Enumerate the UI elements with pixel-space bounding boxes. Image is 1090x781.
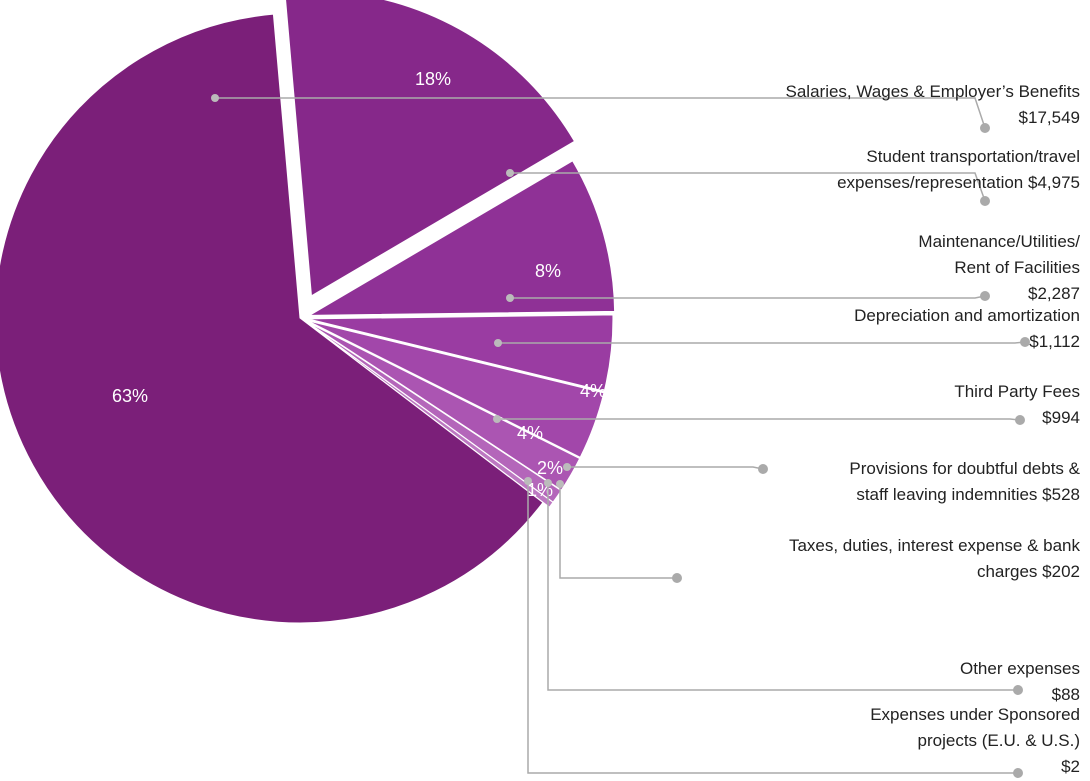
percent-label: 18% (415, 69, 451, 89)
leader-line (510, 172, 986, 202)
category-name: Taxes, duties, interest expense & bank c… (788, 536, 1080, 581)
leader-dot (980, 291, 990, 301)
slice-label: Depreciation and amortization $1,112 (660, 303, 1080, 355)
value-label: $528 (1042, 485, 1080, 504)
leader-dot (556, 480, 564, 488)
category-name: Third Party Fees (954, 382, 1080, 401)
slice-label: Salaries, Wages & Employer’s Benefits $1… (660, 79, 1080, 131)
pie-slice (285, 0, 576, 297)
slice-label: Student transportation/travel expenses/r… (660, 144, 1080, 196)
value-label: $2,287 (1028, 284, 1080, 303)
value-label: $202 (1042, 562, 1080, 581)
value-label: $1,112 (1029, 332, 1080, 351)
slice-label: Third Party Fees $994 (660, 379, 1080, 431)
pie-slice (0, 13, 544, 624)
percent-label: 4% (517, 423, 543, 443)
percent-label: 2% (537, 458, 563, 478)
slice-label: Taxes, duties, interest expense & bank c… (660, 533, 1080, 585)
value-label: $17,549 (1018, 108, 1080, 127)
leader-dot (758, 464, 768, 474)
value-label: $994 (1042, 408, 1080, 427)
category-name: Other expenses (959, 659, 1080, 678)
leader-dot (1013, 685, 1023, 695)
leader-dot (524, 477, 532, 485)
value-label: $88 (1051, 685, 1080, 704)
leader-dot (506, 169, 514, 177)
percent-label: 63% (112, 386, 148, 406)
leader-line (527, 481, 1018, 774)
slice-label: Provisions for doubtful debts & staff le… (660, 456, 1080, 508)
leader-line (547, 483, 1018, 691)
pie-slice (307, 314, 614, 392)
leader-dot (980, 123, 990, 133)
percent-label: 4% (580, 381, 606, 401)
leader-dot (672, 573, 682, 583)
category-name: Provisions for doubtful debts & staff le… (849, 459, 1080, 504)
category-name: Student transportation/travel expenses/r… (837, 147, 1080, 192)
leader-dot (1013, 768, 1023, 778)
value-label: $2 (1061, 757, 1080, 776)
leader-dot (494, 339, 502, 347)
slice-label: Other expenses $88 (660, 656, 1080, 708)
category-name: Salaries, Wages & Employer’s Benefits (785, 82, 1080, 101)
slice-label: Maintenance/Utilities/ Rent of Facilitie… (660, 229, 1080, 307)
leader-dot (980, 196, 990, 206)
leader-dot (1015, 415, 1025, 425)
category-name: Depreciation and amortization (854, 306, 1080, 325)
pie-slice (306, 321, 581, 491)
leader-dot (506, 294, 514, 302)
leader-dot (544, 479, 552, 487)
leader-line (215, 97, 986, 129)
value-label: $4,975 (1028, 173, 1080, 192)
leader-dot (563, 463, 571, 471)
pie-slice (307, 320, 605, 458)
pie-slice (307, 160, 616, 316)
category-name: Maintenance/Utilities/ Rent of Facilitie… (918, 232, 1080, 277)
slice-label: Expenses under Sponsored projects (E.U. … (660, 702, 1080, 780)
category-name: Expenses under Sponsored projects (E.U. … (870, 705, 1080, 750)
leader-dot (493, 415, 501, 423)
leader-dot (211, 94, 219, 102)
percent-label: 8% (535, 261, 561, 281)
leader-dot (1020, 337, 1030, 347)
leader-line (559, 484, 677, 579)
